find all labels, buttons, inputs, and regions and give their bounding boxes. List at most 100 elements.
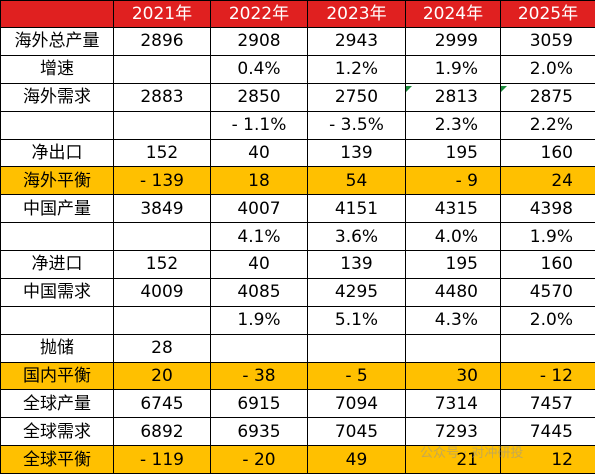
table-cell: 2.0% xyxy=(500,54,595,84)
table-cell: 2883 xyxy=(113,82,211,112)
table-cell: 7293 xyxy=(405,417,501,447)
row-label: 增速 xyxy=(0,54,114,84)
row-label: 全球产量 xyxy=(0,389,114,419)
table-cell xyxy=(113,54,211,84)
table-cell: 4398 xyxy=(500,194,595,224)
table-row: 全球平衡 - 119- 20 49 21 12 xyxy=(0,445,595,474)
header-row: 2021年 2022年 2023年 2024年 2025年 xyxy=(0,0,595,28)
table-cell xyxy=(405,333,501,363)
table-cell: 4.3% xyxy=(405,305,501,335)
table-cell: 4085 xyxy=(210,277,308,307)
table-cell: 12 xyxy=(500,445,595,474)
comment-marker xyxy=(501,86,507,92)
row-label xyxy=(0,110,114,140)
table-cell: - 1.1% xyxy=(210,110,308,140)
table-cell: - 9 xyxy=(405,166,501,196)
row-label: 净进口 xyxy=(0,250,114,279)
table-cell: 7457 xyxy=(500,389,595,419)
row-label: 中国产量 xyxy=(0,194,114,224)
table-cell: 4315 xyxy=(405,194,501,224)
table-cell: 40 xyxy=(210,138,308,168)
table-cell: 152 xyxy=(113,138,211,168)
table-cell: 6892 xyxy=(113,417,211,447)
table-cell: 5.1% xyxy=(307,305,406,335)
table-cell: - 3.5% xyxy=(307,110,406,140)
table-row: - 1.1% - 3.5% 2.3% 2.2% xyxy=(0,110,595,140)
table-cell: - 20 xyxy=(210,445,308,474)
table-cell: 7045 xyxy=(307,417,406,447)
comment-marker xyxy=(406,86,412,92)
table-row: 净出口 152 40 139 195 160 xyxy=(0,138,595,168)
table-cell: 4.1% xyxy=(210,222,308,251)
table-cell: 2875 xyxy=(500,82,595,112)
table-body: 海外总产量 2896 2908 2943 2999 3059 增速 0.4% 1.2% 1.9% 2… xyxy=(0,27,595,474)
table-cell: 2813 xyxy=(405,82,501,112)
table-cell xyxy=(210,333,308,363)
table-cell: 7094 xyxy=(307,389,406,419)
table-row: 4.1% 3.6% 4.0% 1.9% xyxy=(0,222,595,251)
table-cell xyxy=(113,305,211,335)
table-row: 海外需求 2883 2850 2750 2813 2875 xyxy=(0,82,595,112)
row-label xyxy=(0,222,114,251)
table-cell: 54 xyxy=(307,166,406,196)
table-cell: 152 xyxy=(113,250,211,279)
table-cell: 2896 xyxy=(113,27,211,56)
table-row: 抛储 28 xyxy=(0,333,595,363)
table-cell: 2850 xyxy=(210,82,308,112)
table-cell: 4151 xyxy=(307,194,406,224)
table-cell: 6745 xyxy=(113,389,211,419)
table-cell xyxy=(113,110,211,140)
table-cell: 1.9% xyxy=(210,305,308,335)
table-cell: 4295 xyxy=(307,277,406,307)
table-cell: 160 xyxy=(500,250,595,279)
table-row: 增速 0.4% 1.2% 1.9% 2.0% xyxy=(0,54,595,84)
table-cell: 4009 xyxy=(113,277,211,307)
row-label: 中国需求 xyxy=(0,277,114,307)
table-row: 国内平衡 20- 38- 5 30- 12 xyxy=(0,361,595,391)
table-cell: 2999 xyxy=(405,27,501,56)
table-row: 海外平衡 - 139 18 54- 9 24 xyxy=(0,166,595,196)
watermark-text: 公众号 · 对冲研投 xyxy=(420,446,524,461)
table-cell: - 5 xyxy=(307,361,406,391)
header-cell-2022: 2022年 xyxy=(210,0,308,28)
row-label: 净出口 xyxy=(0,138,114,168)
header-cell-2023: 2023年 xyxy=(307,0,406,28)
table-cell: 2908 xyxy=(210,27,308,56)
table-cell: 3.6% xyxy=(307,222,406,251)
row-label: 全球平衡 xyxy=(0,445,114,474)
row-label: 抛储 xyxy=(0,333,114,363)
row-label: 海外总产量 xyxy=(0,27,114,56)
table-row: 净进口 152 40 139 195 160 xyxy=(0,250,595,279)
table-cell: 0.4% xyxy=(210,54,308,84)
table-cell: 3059 xyxy=(500,27,595,56)
table-cell: - 139 xyxy=(113,166,211,196)
table-cell: - 119 xyxy=(113,445,211,474)
row-label: 海外平衡 xyxy=(0,166,114,196)
table-cell: 40 xyxy=(210,250,308,279)
table-cell xyxy=(307,333,406,363)
table-cell: 6915 xyxy=(210,389,308,419)
table-cell: 139 xyxy=(307,138,406,168)
header-cell-2021: 2021年 xyxy=(113,0,211,28)
table-cell: 7314 xyxy=(405,389,501,419)
table-row: 海外总产量 2896 2908 2943 2999 3059 xyxy=(0,27,595,56)
table-cell: 18 xyxy=(210,166,308,196)
table-row: 全球产量 6745 6915 7094 7314 7457 xyxy=(0,389,595,419)
table-cell: 1.2% xyxy=(307,54,406,84)
header-cell-2025: 2025年 xyxy=(500,0,595,28)
table-cell: 2.0% xyxy=(500,305,595,335)
table-cell: 21 xyxy=(405,445,501,474)
table-row: 全球需求 6892 6935 7045 7293 7445 xyxy=(0,417,595,447)
table-cell: 6935 xyxy=(210,417,308,447)
table-cell: 49 xyxy=(307,445,406,474)
row-label: 国内平衡 xyxy=(0,361,114,391)
table-cell: 4007 xyxy=(210,194,308,224)
table-row: 中国产量 3849 4007 4151 4315 4398 xyxy=(0,194,595,224)
table-cell: 1.9% xyxy=(405,54,501,84)
table-cell: 160 xyxy=(500,138,595,168)
table-cell xyxy=(113,222,211,251)
table-row: 中国需求 4009 4085 4295 4480 4570 xyxy=(0,277,595,307)
table-cell: 195 xyxy=(405,250,501,279)
table-cell: 3849 xyxy=(113,194,211,224)
